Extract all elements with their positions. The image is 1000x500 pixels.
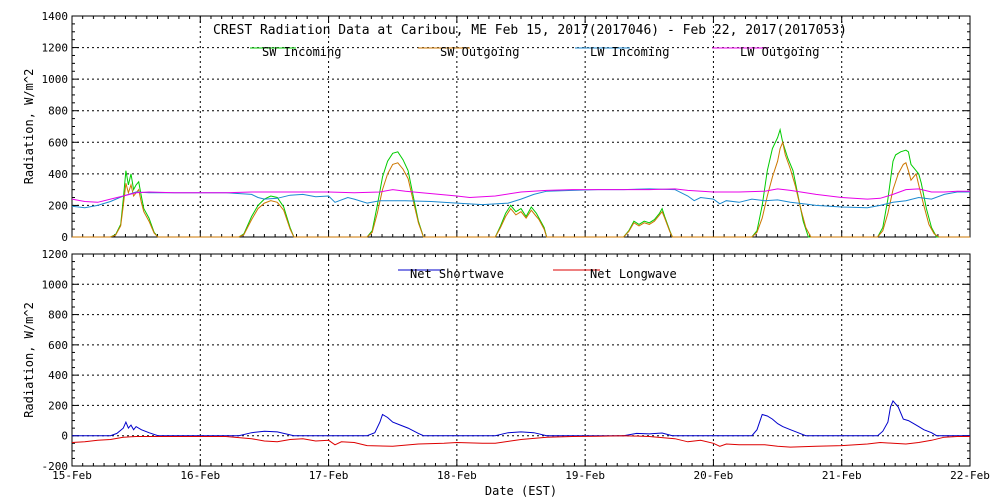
y-tick-label: 800 (48, 309, 68, 322)
y-tick-label: 200 (48, 199, 68, 212)
x-tick-label: 21-Feb (822, 469, 862, 482)
legend-label: SW Outgoing (440, 45, 519, 59)
legend-label: Net Longwave (590, 267, 677, 281)
y-tick-label: 200 (48, 399, 68, 412)
x-tick-label: 18-Feb (437, 469, 477, 482)
y-tick-label: 1200 (42, 42, 69, 55)
x-tick-label: 19-Feb (565, 469, 605, 482)
series-line (72, 127, 970, 238)
y-tick-label: 1200 (42, 248, 69, 261)
y-tick-label: 600 (48, 136, 68, 149)
legend-label: LW Outgoing (740, 45, 819, 59)
series-line (71, 435, 970, 448)
x-tick-label: 17-Feb (309, 469, 349, 482)
chart-title: CREST Radiation Data at Caribou, ME Feb … (213, 23, 847, 38)
x-tick-label: 22-Feb (950, 469, 990, 482)
series-line (72, 399, 970, 437)
legend-label: Net Shortwave (410, 267, 504, 281)
legend-label: SW Incoming (262, 45, 341, 59)
series-line (71, 188, 970, 203)
y-tick-label: 1400 (42, 10, 69, 23)
y-tick-label: 400 (48, 369, 68, 382)
series-line (71, 188, 970, 209)
x-tick-label: 15-Feb (52, 469, 92, 482)
top-panel: 0 200 400 600 800 1000 1200 1400 Radiation, W/m^… (22, 10, 971, 244)
legend-label: LW Incoming (590, 45, 669, 59)
plot-frame (71, 15, 971, 238)
bottom-panel: -200 0 200 400 600 800 1000 1200 15-Feb 16-Feb 17-… (22, 248, 990, 498)
y-tick-label: 600 (48, 339, 68, 352)
y-axis-label: Radiation, W/m^2 (22, 302, 36, 418)
y-tick-label: 0 (61, 430, 68, 443)
y-tick-label: 0 (61, 231, 68, 244)
y-tick-label: 400 (48, 168, 68, 181)
y-tick-label: 800 (48, 105, 68, 118)
y-tick-label: 1000 (42, 73, 69, 86)
y-axis-label: Radiation, W/m^2 (22, 69, 36, 185)
plot-frame (71, 253, 971, 467)
x-axis-label: Date (EST) (485, 484, 557, 498)
x-tick-label: 16-Feb (180, 469, 220, 482)
y-tick-label: -200 (42, 460, 69, 473)
y-tick-label: 1000 (42, 278, 69, 291)
series-line (72, 140, 970, 238)
x-tick-label: 20-Feb (694, 469, 734, 482)
